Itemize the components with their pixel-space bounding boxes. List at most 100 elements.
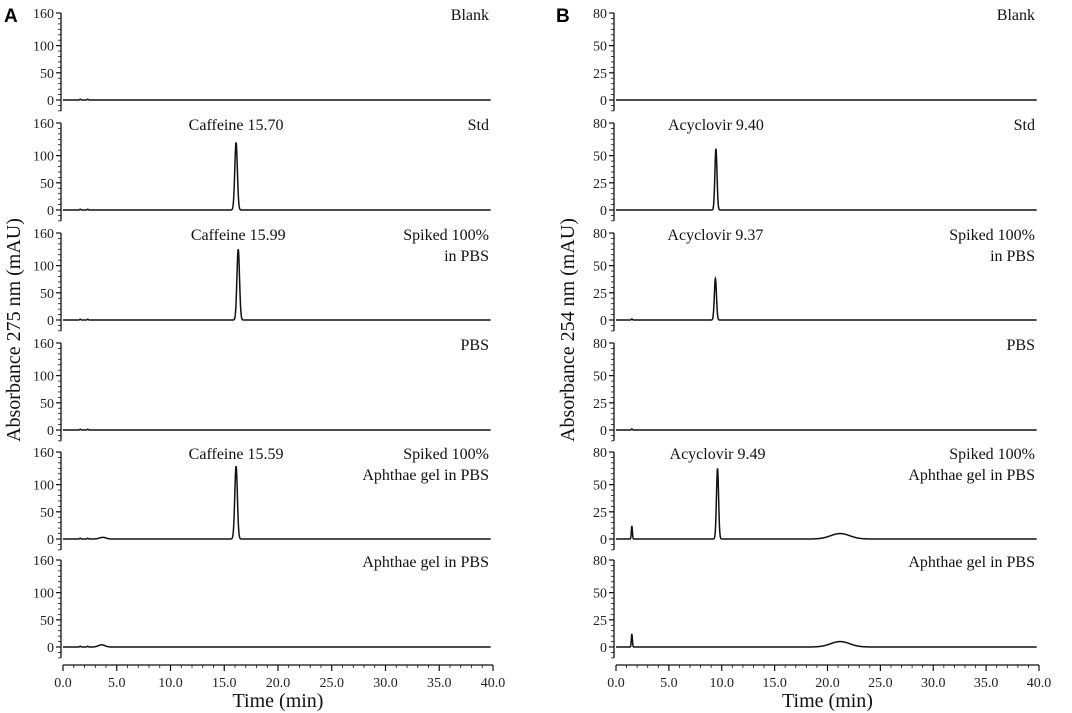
y-tick-label: 25 [593, 614, 607, 629]
chromatogram-trace [616, 148, 1037, 211]
y-tick-label: 0 [47, 94, 54, 109]
y-tick-label: 0 [600, 641, 607, 656]
y-tick-label: 25 [593, 506, 607, 521]
y-tick-label: 80 [593, 117, 607, 132]
subplot: 0 50 100 160 Aphthae gel in PBS [33, 554, 491, 659]
y-tick-label: 50 [593, 40, 607, 55]
x-tick-label: 0.0 [54, 676, 72, 691]
x-tick-label: 20.0 [266, 676, 291, 691]
y-tick-label: 50 [40, 614, 54, 629]
sample-label: in PBS [444, 248, 489, 265]
chromatogram-trace [63, 142, 491, 211]
sample-label: Spiked 100% [949, 446, 1035, 463]
subplot: 0 25 50 80 Spiked 100% Aphthae gel in PBS Acyc… [593, 446, 1037, 551]
subplot: 0 50 100 160 Spiked 100% in PBS Caffeine 15.99 [33, 227, 491, 332]
x-tick-label: 20.0 [815, 676, 840, 691]
y-tick-label: 0 [47, 204, 54, 219]
x-tick-label: 25.0 [868, 676, 893, 691]
y-tick-label: 50 [40, 287, 54, 302]
y-tick-label: 50 [593, 260, 607, 275]
peak-label: Caffeine 15.99 [191, 227, 286, 244]
y-tick-label: 160 [33, 7, 54, 22]
sample-label: PBS [1007, 337, 1035, 354]
chromatogram-trace [616, 275, 1037, 321]
y-tick-label: 25 [593, 67, 607, 82]
sample-label: Aphthae gel in PBS [908, 467, 1035, 484]
x-tick-label: 5.0 [108, 676, 126, 691]
subplot: 0 25 50 80 Std Acyclovir 9.40 [593, 117, 1037, 222]
y-tick-label: 50 [40, 67, 54, 82]
x-axis-title: Time (min) [782, 690, 873, 712]
y-tick-label: 50 [40, 177, 54, 192]
chromatogram-trace [63, 249, 491, 321]
peak-label: Caffeine 15.70 [189, 117, 284, 134]
y-tick-label: 100 [33, 370, 54, 385]
sample-label: Spiked 100% [403, 446, 489, 463]
subplot: 0 50 100 160 PBS [33, 337, 491, 442]
sample-label: Spiked 100% [949, 227, 1035, 244]
y-tick-label: 80 [593, 227, 607, 242]
subplot: 0 25 50 80 Blank [593, 7, 1037, 112]
x-tick-label: 40.0 [1027, 676, 1052, 691]
y-tick-label: 160 [33, 337, 54, 352]
y-tick-label: 80 [593, 337, 607, 352]
subplot: 0 25 50 80 PBS [593, 337, 1037, 442]
sample-label: Spiked 100% [403, 227, 489, 244]
y-tick-label: 0 [47, 641, 54, 656]
subplot: 0 50 100 160 Std Caffeine 15.70 [33, 117, 491, 222]
chromatogram-trace [63, 644, 491, 648]
sample-label: PBS [461, 337, 489, 354]
y-tick-label: 160 [33, 227, 54, 242]
y-tick-label: 100 [33, 150, 54, 165]
x-tick-label: 30.0 [921, 676, 946, 691]
sample-label: Aphthae gel in PBS [362, 467, 489, 484]
y-tick-label: 0 [47, 533, 54, 548]
subplot: 0 50 100 160 Spiked 100% Aphthae gel in PBS Ca… [33, 446, 491, 551]
chromatogram-trace [616, 428, 1037, 431]
sample-label: in PBS [990, 248, 1035, 265]
peak-label: Acyclovir 9.37 [667, 227, 763, 244]
chromatogram-trace [63, 465, 491, 540]
y-tick-label: 160 [33, 446, 54, 461]
y-tick-label: 25 [593, 397, 607, 412]
sample-label: Std [468, 117, 489, 134]
x-tick-label: 10.0 [158, 676, 183, 691]
y-axis-title: Absorbance 275 nm (mAU) [3, 218, 25, 442]
y-tick-label: 0 [47, 424, 54, 439]
y-tick-label: 25 [593, 177, 607, 192]
y-tick-label: 160 [33, 554, 54, 569]
panel-label: B [556, 6, 570, 27]
x-tick-label: 10.0 [710, 676, 735, 691]
peak-label: Acyclovir 9.49 [670, 446, 766, 463]
y-tick-label: 0 [600, 314, 607, 329]
peak-label: Caffeine 15.59 [189, 446, 284, 463]
y-tick-label: 25 [593, 287, 607, 302]
panel-label: A [4, 6, 18, 27]
y-tick-label: 50 [40, 397, 54, 412]
peak-label: Acyclovir 9.40 [668, 117, 764, 134]
y-tick-label: 50 [593, 587, 607, 602]
x-tick-label: 40.0 [481, 676, 506, 691]
y-tick-label: 0 [600, 424, 607, 439]
chromatogram-trace [616, 468, 1037, 540]
x-tick-label: 35.0 [974, 676, 999, 691]
x-tick-label: 25.0 [320, 676, 345, 691]
x-tick-label: 30.0 [373, 676, 398, 691]
y-tick-label: 50 [40, 506, 54, 521]
chromatogram-trace [63, 98, 491, 101]
y-tick-label: 160 [33, 117, 54, 132]
sample-label: Aphthae gel in PBS [908, 554, 1035, 571]
sample-label: Blank [451, 7, 489, 24]
y-tick-label: 100 [33, 260, 54, 275]
panel-a: A Absorbance 275 nm (mAU) 0 50 100 160 Blank 0 5… [3, 6, 505, 712]
y-tick-label: 0 [600, 204, 607, 219]
y-tick-label: 80 [593, 446, 607, 461]
x-axis-title: Time (min) [233, 690, 324, 712]
y-tick-label: 0 [600, 94, 607, 109]
y-tick-label: 50 [593, 479, 607, 494]
sample-label: Blank [997, 7, 1035, 24]
y-tick-label: 0 [47, 314, 54, 329]
x-tick-label: 15.0 [762, 676, 787, 691]
panel-b: B Absorbance 254 nm (mAU) 0 25 50 80 Blank 0 25 5… [556, 6, 1051, 712]
